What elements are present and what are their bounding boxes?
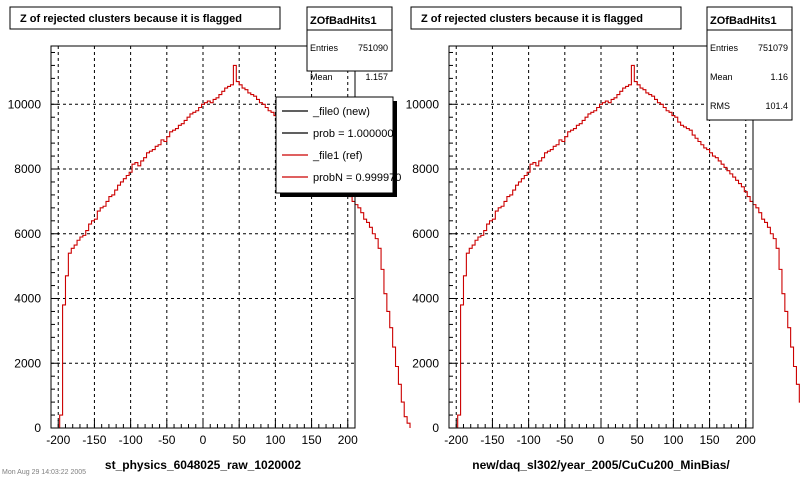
x-tick-label: 50 [233,433,247,447]
stats-name: ZOfBadHits1 [310,15,377,27]
legend-entry-label: _file1 (ref) [312,150,363,162]
x-tick-label: 100 [265,433,285,447]
chart-title: Z of rejected clusters because it is fla… [421,13,643,25]
stats-row-value: 101.4 [765,101,788,111]
histogram-line [457,64,800,428]
y-tick-label: 10000 [406,97,440,111]
x-axis-label: st_physics_6048025_raw_1020002 [105,458,301,472]
legend-entry-label: probN = 0.999970 [313,172,401,184]
x-tick-label: -100 [517,433,541,447]
y-tick-label: 8000 [14,162,41,176]
title-box [9,6,281,30]
x-tick-label: 50 [631,433,645,447]
x-tick-label: 0 [200,433,207,447]
x-tick-label: 150 [302,433,322,447]
title-box [410,6,682,30]
x-axis-label: new/daq_sl302/year_2005/CuCu200_MinBias/ [472,458,730,472]
x-tick-label: -150 [82,433,106,447]
stats-row-label: Entries [710,43,739,53]
left-histogram-pad: -200 -150 -100 -50 0 50 100 150 2000200040006000… [8,6,411,472]
stats-box [706,6,793,121]
x-tick-label: -50 [556,433,574,447]
stats-row-value: 1.16 [770,72,788,82]
chart-title: Z of rejected clusters because it is fla… [20,13,242,25]
y-tick-label: 8000 [412,162,439,176]
histogram-line [59,64,411,428]
stats-box [306,6,393,72]
stats-row-label: Mean [710,72,733,82]
y-tick-label: 0 [34,421,41,435]
y-tick-label: 10000 [8,97,42,111]
stats-row-value: 751079 [758,43,788,53]
stats-name: ZOfBadHits1 [710,15,777,27]
y-tick-label: 0 [432,421,439,435]
y-tick-label: 6000 [14,227,41,241]
footer-timestamp: Mon Aug 29 14:03:22 2005 [2,469,87,476]
y-tick-label: 4000 [412,292,439,306]
stats-row-value: 1.157 [365,72,388,82]
x-tick-label: 200 [338,433,358,447]
x-tick-label: -100 [119,433,143,447]
y-tick-label: 4000 [14,292,41,306]
legend-entry-label: _file0 (new) [312,106,370,118]
stats-row-value: 751090 [358,43,388,53]
x-tick-label: 150 [700,433,720,447]
y-tick-label: 6000 [412,227,439,241]
stats-row-label: RMS [710,101,730,111]
y-tick-label: 2000 [14,356,41,370]
x-tick-label: 200 [736,433,756,447]
x-tick-label: 100 [663,433,683,447]
x-tick-label: -200 [46,433,70,447]
right-histogram-pad: -200 -150 -100 -50 0 50 100 150 2000200040006000… [406,6,800,472]
stats-row-label: Mean [310,72,333,82]
y-tick-label: 2000 [412,356,439,370]
x-tick-label: 0 [598,433,605,447]
legend-entry-label: prob = 1.000000 [313,128,393,140]
x-tick-label: -150 [480,433,504,447]
x-tick-label: -200 [444,433,468,447]
stats-row-label: Entries [310,43,339,53]
x-tick-label: -50 [158,433,176,447]
